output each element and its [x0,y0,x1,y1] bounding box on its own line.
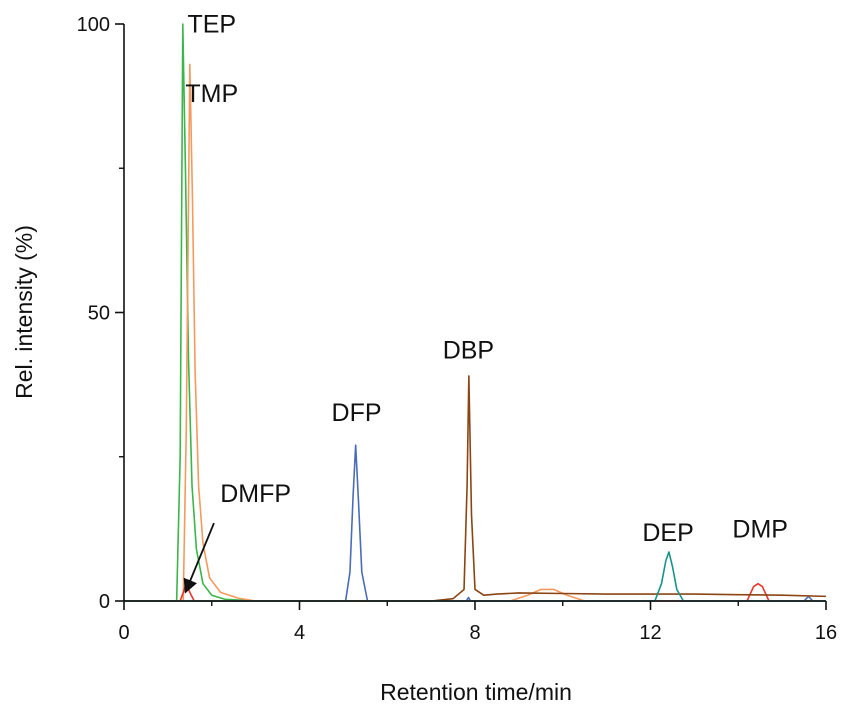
y-tick-label: 50 [88,303,110,325]
series-line-1 [124,23,826,602]
x-tick-label: 16 [815,622,837,644]
y-axis: 0 50 100 [77,14,125,613]
y-tick-label: 0 [99,591,110,613]
peak-label-dmfp: DMFP [220,480,291,508]
x-tick-label: 0 [118,622,129,644]
peak-label-dmp: DMP [732,516,788,544]
x-axis-title: Retention time/min [380,679,572,705]
peak-label-tep: TEP [187,11,236,39]
x-tick-label: 8 [469,622,480,644]
series-line-5 [124,375,827,602]
y-tick-label: 100 [77,14,110,36]
dmfp-arrow [183,522,215,594]
peak-label-dfp: DFP [332,399,382,427]
series-line-2 [124,63,826,602]
peak-label-dbp: DBP [443,337,494,365]
series-line-6 [124,551,826,602]
y-axis-title: Rel. intensity (%) [11,225,37,399]
x-axis: 0 4 8 12 16 [118,600,837,644]
series-layer [124,23,827,602]
peak-label-tmp: TMP [185,80,238,108]
peak-label-dep: DEP [642,519,693,547]
x-tick-label: 4 [294,622,305,644]
annotation-layer: TEP TMP DMFP DFP DBP DEP DMP [183,11,788,594]
x-tick-label: 12 [639,622,661,644]
